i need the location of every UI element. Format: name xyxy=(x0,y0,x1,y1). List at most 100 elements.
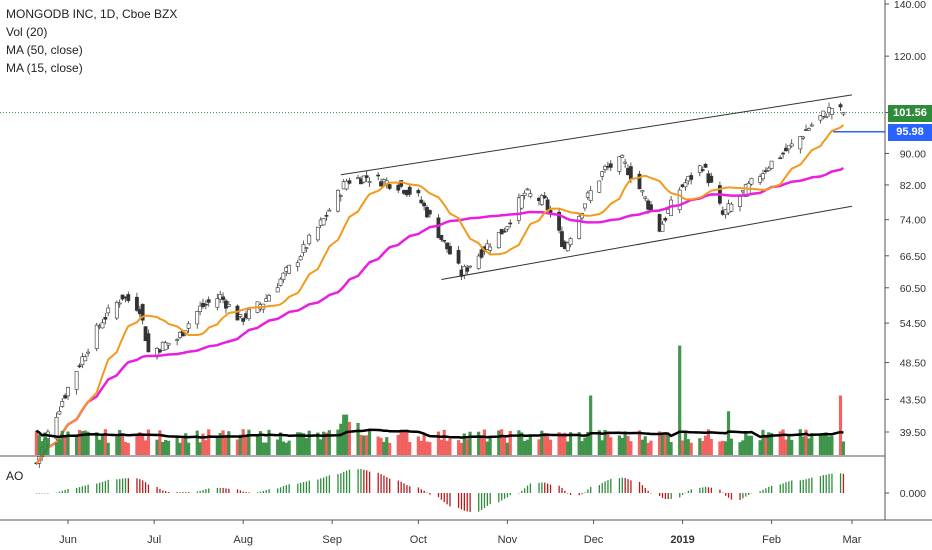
candle-body xyxy=(560,231,564,247)
volume-pane xyxy=(34,345,845,455)
volume-bar xyxy=(609,437,613,455)
candle-body xyxy=(298,256,303,261)
ao-bar xyxy=(627,479,629,493)
volume-bar xyxy=(660,434,665,455)
volume-bar xyxy=(301,433,306,455)
candle-body xyxy=(485,243,490,250)
candle-body xyxy=(479,249,484,258)
candle-body xyxy=(267,295,271,302)
candle-body xyxy=(528,193,533,197)
ao-bar xyxy=(641,485,644,493)
volume-bar xyxy=(758,440,762,455)
ao-bar xyxy=(607,480,609,493)
y-tick-label: 66.50 xyxy=(900,251,926,263)
volume-bar xyxy=(181,438,185,455)
candle-body xyxy=(126,294,131,301)
candle-body xyxy=(146,333,151,353)
ao-bar xyxy=(297,483,299,493)
candle-body xyxy=(63,395,68,399)
candle-body xyxy=(396,184,401,191)
y-tick-label: 82.00 xyxy=(900,180,926,192)
volume-bar xyxy=(637,430,642,455)
volume-bar xyxy=(827,436,831,455)
volume-bar xyxy=(617,435,621,455)
volume-bar xyxy=(718,441,722,455)
ao-bar xyxy=(699,487,701,493)
volume-bar xyxy=(445,440,449,455)
volume-bar xyxy=(416,436,420,455)
candle-body xyxy=(100,322,105,329)
candle-body xyxy=(516,197,521,221)
volume-bar xyxy=(804,429,808,455)
volume-bar xyxy=(299,432,303,455)
candle-body xyxy=(807,128,811,131)
candle-body xyxy=(94,324,99,349)
ao-bar xyxy=(621,477,623,493)
ao-bar xyxy=(96,483,98,493)
candle-body xyxy=(86,351,91,354)
ao-pane xyxy=(35,469,845,512)
volume-bar xyxy=(640,439,644,455)
volume-bar xyxy=(184,433,188,455)
volume-bar xyxy=(629,441,633,455)
volume-bar xyxy=(278,432,283,455)
y-tick-label: 90.00 xyxy=(900,148,926,160)
ao-bar xyxy=(722,492,724,494)
volume-bar xyxy=(75,434,79,455)
volume-bar xyxy=(264,442,268,455)
x-tick-label: 2019 xyxy=(670,534,694,546)
ao-bar xyxy=(518,492,520,494)
ao-bar xyxy=(811,477,813,493)
ao-bar xyxy=(348,469,351,493)
ao-bar xyxy=(750,493,753,494)
volume-bar xyxy=(241,429,245,455)
candle-body xyxy=(175,339,180,341)
volume-bar xyxy=(508,431,512,455)
ao-bar xyxy=(587,489,589,493)
candle-body xyxy=(683,182,688,188)
candle-body xyxy=(456,250,461,264)
candle-body xyxy=(198,305,203,312)
volume-bar xyxy=(502,436,507,455)
volume-bar xyxy=(663,433,667,455)
y-tick-label: 54.50 xyxy=(900,318,926,330)
candle-body xyxy=(295,262,300,267)
ao-bar xyxy=(343,471,345,493)
candle-body xyxy=(660,223,665,232)
ao-bar xyxy=(228,488,230,493)
volume-bar xyxy=(701,440,705,455)
volume-bar xyxy=(560,433,564,455)
ao-bar xyxy=(647,490,649,493)
ao-bar xyxy=(325,476,328,493)
volume-bar xyxy=(43,432,47,455)
candle-body xyxy=(307,234,312,245)
ao-bar xyxy=(389,478,391,493)
ao-bar xyxy=(684,492,687,494)
ao-bar xyxy=(670,493,672,500)
volume-bar xyxy=(80,431,84,455)
ao-bar xyxy=(819,476,822,493)
ma15-legend: MA (15, close) xyxy=(6,61,83,75)
volume-bar xyxy=(405,431,409,455)
candle-body xyxy=(338,195,343,197)
ao-bar xyxy=(302,482,305,493)
candle-body xyxy=(703,163,708,168)
ao-bar xyxy=(35,493,38,494)
y-tick-label: 48.50 xyxy=(900,358,926,370)
y-tick-label: 74.00 xyxy=(900,215,926,227)
volume-bar xyxy=(726,411,731,455)
volume-bar xyxy=(178,442,182,455)
ao-bar xyxy=(124,478,127,493)
ao-bar xyxy=(328,475,331,493)
volume-bar xyxy=(235,439,240,455)
level-price-tag: 95.98 xyxy=(888,123,932,141)
y-tick-label: 60.50 xyxy=(900,283,926,295)
ao-bar xyxy=(41,493,43,494)
candle-body xyxy=(829,108,834,115)
volume-bar xyxy=(54,442,59,455)
candle-body xyxy=(439,234,444,240)
ao-bar xyxy=(567,493,569,494)
ao-bar xyxy=(142,480,144,493)
ao-bar xyxy=(564,490,566,493)
